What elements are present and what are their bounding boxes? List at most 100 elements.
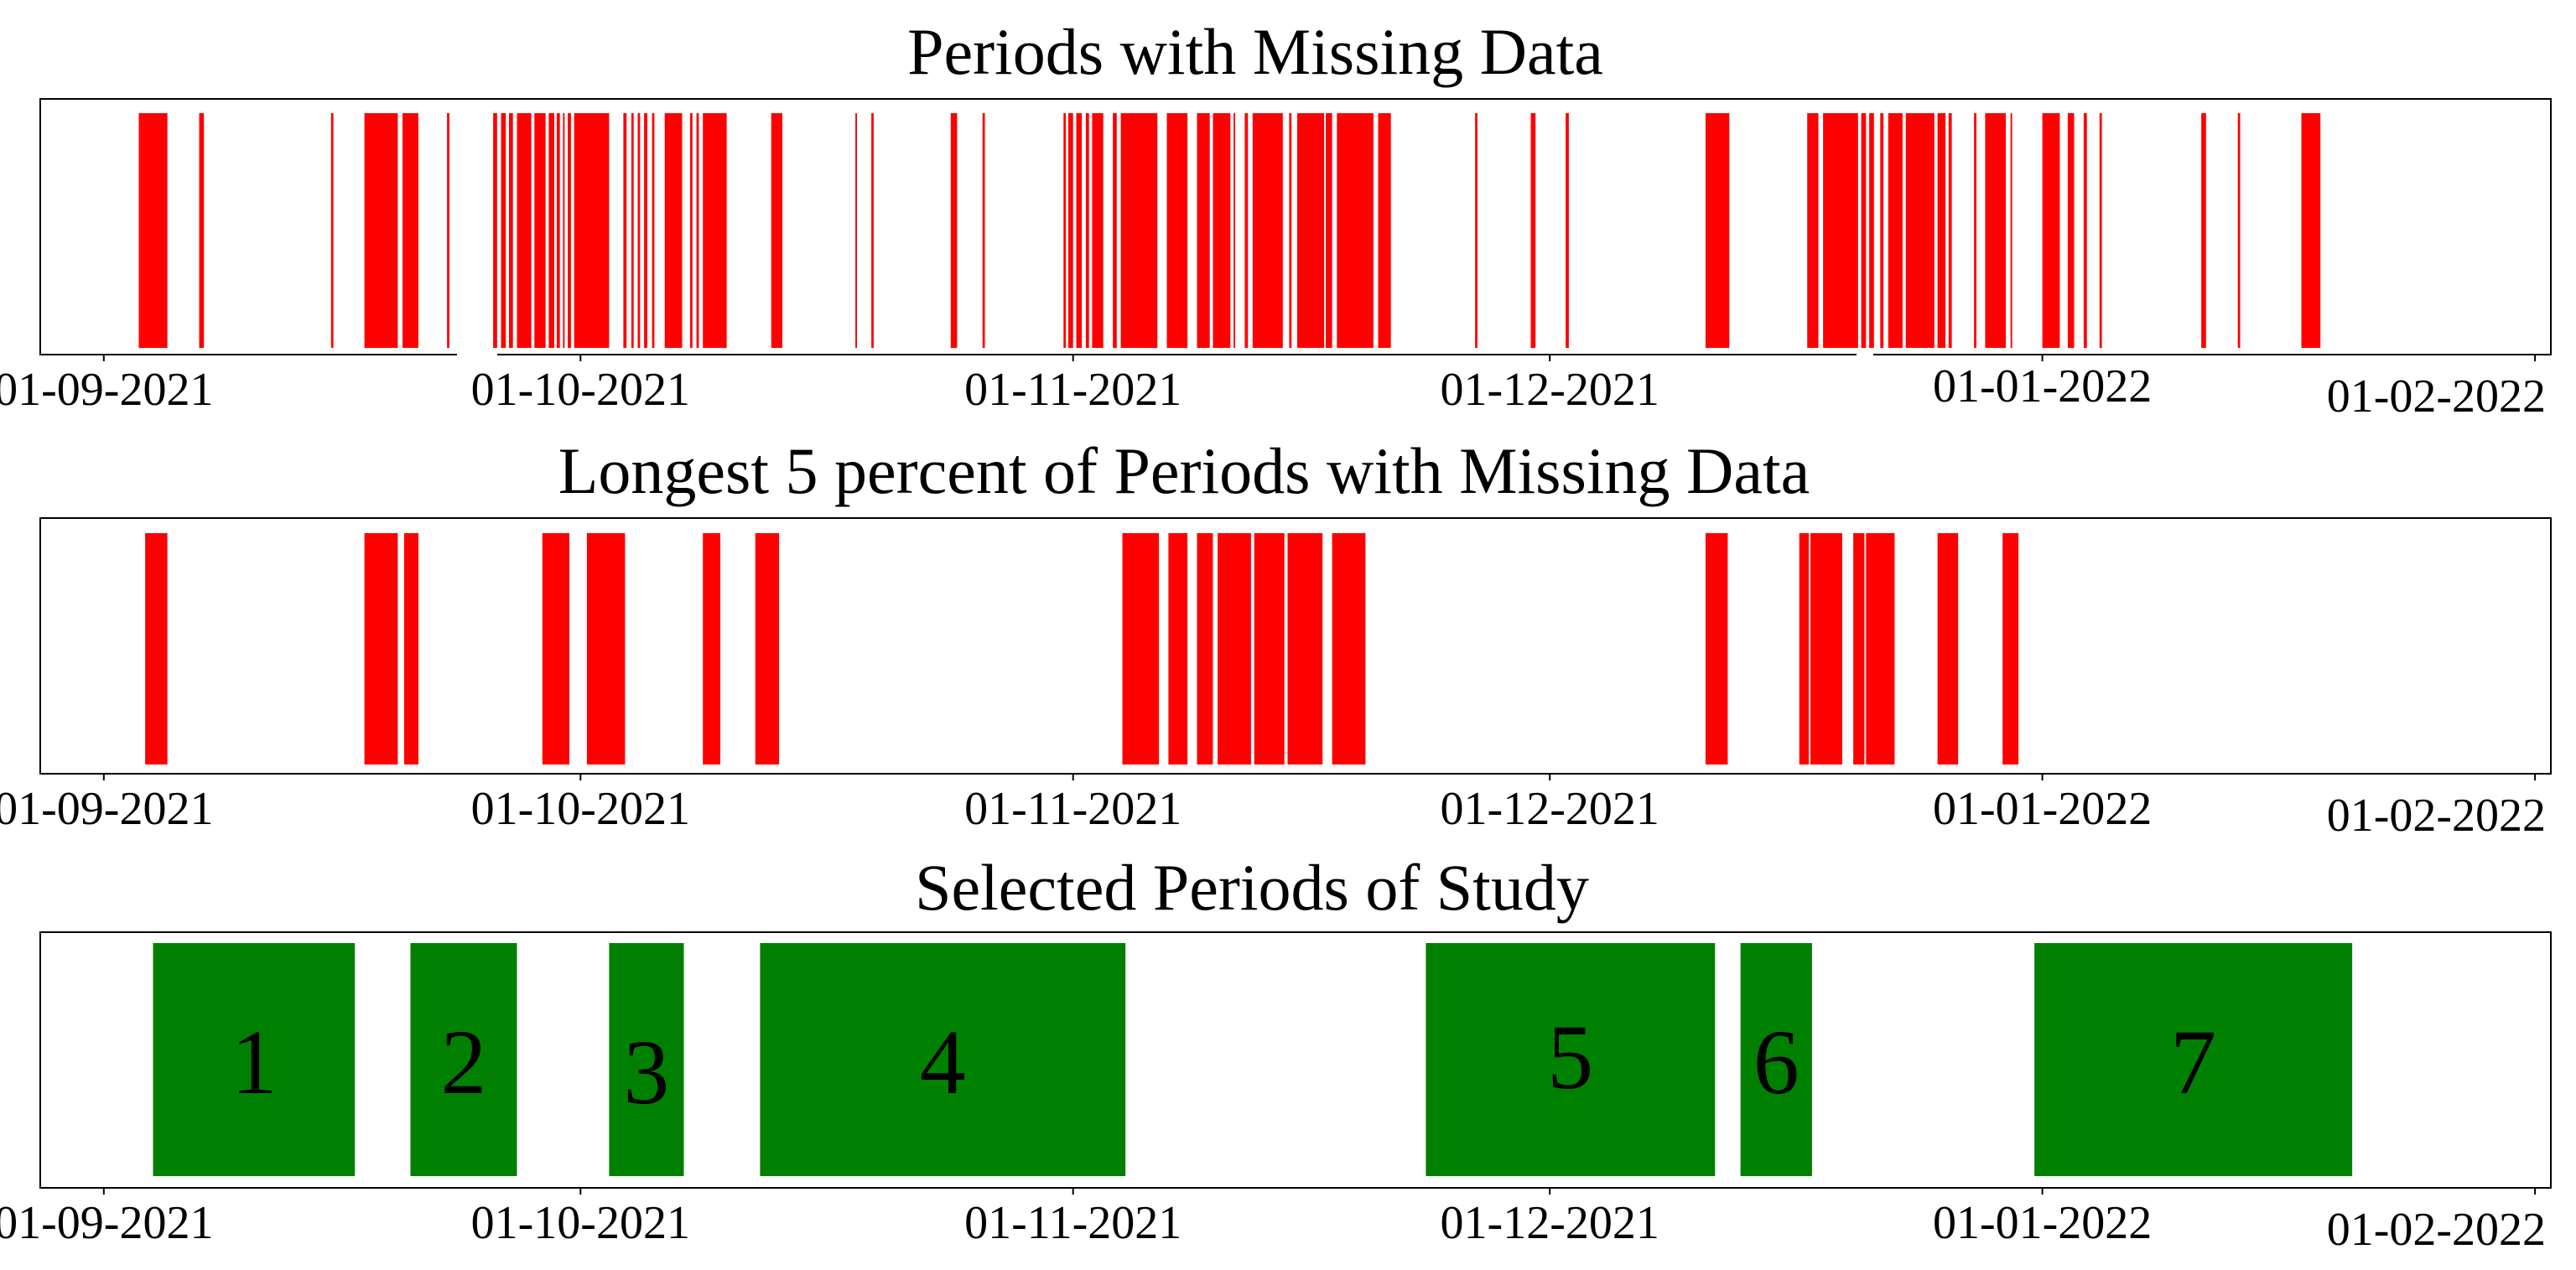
missing-interval-bar bbox=[1378, 113, 1391, 348]
missing-interval-bar bbox=[1197, 533, 1213, 765]
panel-title: Periods with Missing Data bbox=[907, 15, 1603, 88]
missing-interval-bar bbox=[1866, 533, 1895, 765]
x-tick-label: 01-10-2021 bbox=[471, 364, 690, 416]
x-axis-ticks: 01-09-2021 01-10-2021 01-11-2021 01-12-2021… bbox=[0, 774, 2546, 842]
x-tick-label: 01-02-2022 bbox=[2327, 1204, 2546, 1256]
selected-period-bar bbox=[1740, 943, 1812, 1176]
axis-break bbox=[457, 349, 497, 359]
missing-interval-bar bbox=[2237, 113, 2241, 348]
missing-interval-bar bbox=[703, 113, 727, 348]
x-tick-label: 01-12-2021 bbox=[1441, 1197, 1659, 1249]
missing-interval-bar bbox=[664, 113, 683, 348]
missing-interval-bar bbox=[1092, 113, 1104, 348]
missing-interval-bar bbox=[586, 533, 626, 765]
missing-interval-bar bbox=[1799, 533, 1810, 765]
selected-period-bar bbox=[609, 943, 684, 1176]
missing-interval-bar bbox=[1332, 533, 1366, 765]
missing-interval-bar bbox=[652, 113, 655, 348]
period-number-label: 5 bbox=[1547, 1006, 1593, 1108]
missing-interval-bar bbox=[1218, 533, 1251, 765]
missing-interval-bar bbox=[1213, 113, 1231, 348]
selected-period-bar bbox=[1426, 943, 1716, 1176]
x-tick-label: 01-11-2021 bbox=[964, 783, 1182, 835]
missing-interval-bar bbox=[447, 113, 449, 348]
missing-interval-bar bbox=[2301, 113, 2321, 348]
missing-interval-bar bbox=[1063, 113, 1067, 348]
missing-interval-bar bbox=[1530, 113, 1536, 348]
missing-interval-bar bbox=[1244, 113, 1249, 348]
missing-interval-bar bbox=[1287, 533, 1323, 765]
missing-interval-bar bbox=[637, 113, 641, 348]
missing-interval-bar bbox=[403, 533, 418, 765]
missing-interval-bar bbox=[1122, 533, 1160, 765]
missing-interval-bar bbox=[1068, 113, 1073, 348]
missing-interval-bar bbox=[2201, 113, 2206, 348]
missing-interval-bar bbox=[501, 113, 506, 348]
x-tick-label: 01-09-2021 bbox=[0, 783, 213, 835]
x-tick-label: 01-11-2021 bbox=[964, 1197, 1182, 1249]
missing-interval-bar bbox=[1869, 113, 1874, 348]
x-tick-label: 01-12-2021 bbox=[1441, 783, 1659, 835]
missing-interval-bar bbox=[1475, 113, 1478, 348]
missing-interval-bar bbox=[623, 113, 627, 348]
selected-period-bar bbox=[760, 943, 1126, 1176]
missing-interval-bar bbox=[2002, 533, 2019, 765]
missing-interval-bar bbox=[402, 113, 418, 348]
missing-intervals bbox=[138, 113, 2321, 348]
panel-title: Selected Periods of Study bbox=[915, 851, 1589, 924]
missing-interval-bar bbox=[1120, 113, 1158, 348]
selected-periods: 1 2 3 4 5 6 7 bbox=[153, 943, 2353, 1176]
missing-interval-bar bbox=[330, 113, 334, 348]
missing-interval-bar bbox=[1326, 113, 1332, 348]
missing-interval-bar bbox=[2083, 113, 2087, 348]
x-axis-ticks: 01-09-2021 01-10-2021 01-11-2021 01-12-2021… bbox=[0, 1188, 2546, 1256]
missing-interval-bar bbox=[1252, 113, 1283, 348]
missing-interval-bar bbox=[1705, 113, 1730, 348]
missing-interval-bar bbox=[556, 113, 560, 348]
missing-interval-bar bbox=[1076, 113, 1083, 348]
missing-interval-bar bbox=[2067, 113, 2075, 348]
missing-interval-bar bbox=[755, 533, 780, 765]
missing-interval-bar bbox=[1853, 533, 1865, 765]
missing-interval-bar bbox=[138, 113, 168, 348]
missing-interval-bar bbox=[1948, 113, 1952, 348]
longest-intervals bbox=[145, 533, 2019, 765]
selected-period-bar bbox=[153, 943, 356, 1176]
missing-interval-bar bbox=[145, 533, 168, 765]
panel-missing-periods: Periods with Missing Data 01-09-2021 01-1… bbox=[0, 15, 2552, 422]
missing-interval-bar bbox=[563, 113, 565, 348]
missing-interval-bar bbox=[199, 113, 205, 348]
missing-interval-bar bbox=[568, 113, 571, 348]
missing-interval-bar bbox=[1985, 113, 2006, 348]
x-tick-label: 01-09-2021 bbox=[0, 1197, 213, 1249]
missing-interval-bar bbox=[631, 113, 634, 348]
missing-interval-bar bbox=[1937, 113, 1946, 348]
period-number-label: 7 bbox=[2170, 1011, 2216, 1113]
missing-interval-bar bbox=[1705, 533, 1728, 765]
panel-longest-periods: Longest 5 percent of Periods with Missin… bbox=[0, 434, 2552, 842]
missing-interval-bar bbox=[871, 113, 874, 348]
missing-interval-bar bbox=[771, 113, 782, 348]
missing-interval-bar bbox=[1197, 113, 1210, 348]
x-tick-label: 01-02-2022 bbox=[2327, 371, 2546, 422]
missing-interval-bar bbox=[1166, 113, 1188, 348]
missing-interval-bar bbox=[1233, 113, 1235, 348]
missing-interval-bar bbox=[1880, 113, 1884, 348]
period-number-label: 6 bbox=[1753, 1011, 1800, 1113]
missing-interval-bar bbox=[548, 113, 554, 348]
x-tick-label: 01-02-2022 bbox=[2327, 790, 2546, 842]
missing-interval-bar bbox=[542, 533, 569, 765]
missing-interval-bar bbox=[1888, 113, 1903, 348]
missing-interval-bar bbox=[644, 113, 647, 348]
selected-period-bar bbox=[2034, 943, 2353, 1176]
missing-interval-bar bbox=[509, 113, 513, 348]
plot-frame bbox=[39, 931, 2552, 1189]
missing-interval-bar bbox=[1810, 533, 1842, 765]
missing-interval-bar bbox=[1566, 113, 1569, 348]
missing-interval-bar bbox=[696, 113, 699, 348]
missing-interval-bar bbox=[982, 113, 985, 348]
period-number-label: 4 bbox=[920, 1011, 966, 1113]
missing-interval-bar bbox=[534, 113, 546, 348]
missing-interval-bar bbox=[1085, 113, 1089, 348]
missing-interval-bar bbox=[703, 533, 720, 765]
